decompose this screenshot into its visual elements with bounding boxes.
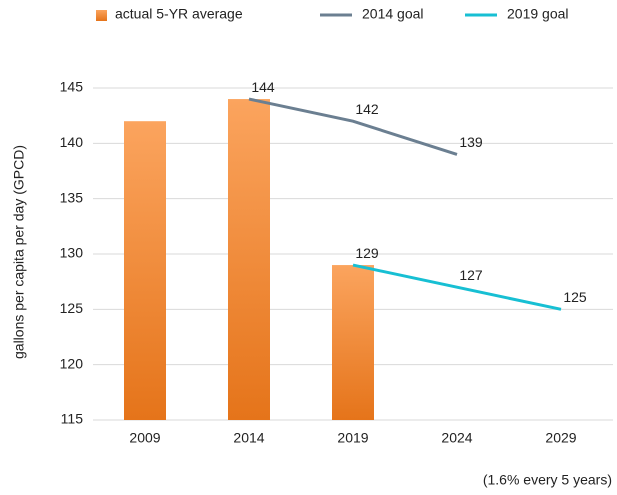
x-tick-label: 2019 xyxy=(337,430,368,446)
x-tick-label: 2024 xyxy=(441,430,472,446)
legend-label: actual 5-YR average xyxy=(115,6,243,22)
legend-label: 2014 goal xyxy=(362,6,424,22)
y-axis-label: gallons per capita per day (GPCD) xyxy=(11,145,27,359)
data-label: 125 xyxy=(563,289,587,305)
x-tick-label: 2029 xyxy=(545,430,576,446)
y-tick-label: 145 xyxy=(60,79,84,95)
y-tick-label: 135 xyxy=(60,189,84,205)
bar xyxy=(228,99,270,421)
line xyxy=(352,263,562,311)
data-label: 129 xyxy=(355,245,379,261)
data-label: 139 xyxy=(459,134,483,150)
annotation: (1.6% every 5 years) xyxy=(483,472,612,488)
y-tick-label: 120 xyxy=(60,355,84,371)
legend-swatch xyxy=(96,10,107,21)
x-tick-label: 2014 xyxy=(233,430,264,446)
bar xyxy=(124,121,166,420)
x-tick-label: 2009 xyxy=(129,430,160,446)
bar xyxy=(332,265,374,420)
legend-label: 2019 goal xyxy=(507,6,569,22)
data-label: 144 xyxy=(251,79,275,95)
y-tick-label: 140 xyxy=(60,134,84,150)
line xyxy=(248,97,458,156)
y-tick-label: 125 xyxy=(60,300,84,316)
data-label: 127 xyxy=(459,267,483,283)
y-tick-label: 115 xyxy=(61,411,84,427)
data-label: 142 xyxy=(355,101,379,117)
y-tick-label: 130 xyxy=(60,245,84,261)
